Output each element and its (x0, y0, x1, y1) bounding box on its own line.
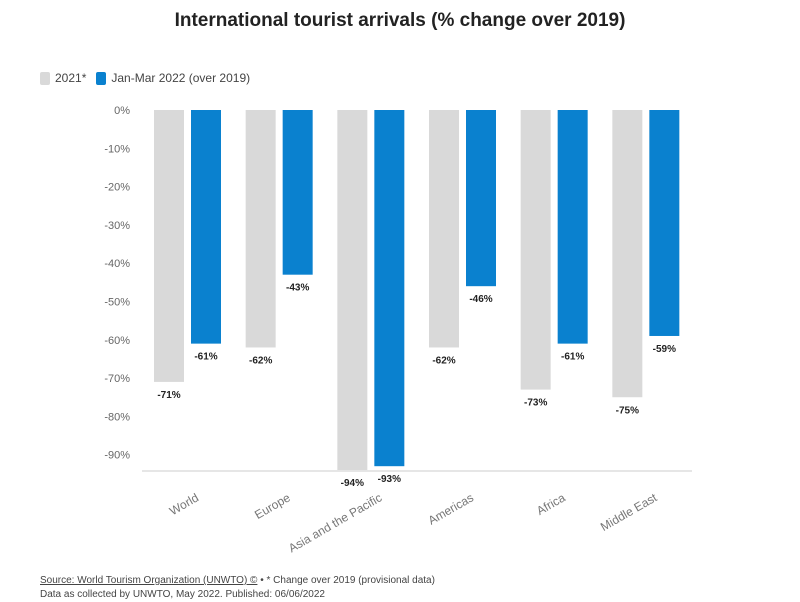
bar (429, 110, 459, 348)
data-label: -71% (157, 390, 180, 401)
bar (520, 110, 551, 390)
bar (649, 110, 680, 336)
x-tick-label: Europe (252, 490, 293, 522)
source-note: • * Change over 2019 (provisional data) (257, 575, 435, 586)
legend-label-2022: Jan-Mar 2022 (over 2019) (111, 71, 251, 85)
bar (374, 110, 405, 467)
y-tick-label: -90% (104, 450, 130, 462)
data-label: -59% (653, 344, 676, 355)
legend-item-2022[interactable]: Jan-Mar 2022 (over 2019) (96, 71, 250, 85)
y-tick-label: -20% (104, 182, 130, 194)
y-tick-label: -70% (104, 373, 130, 385)
footer: Source: World Tourism Organization (UNWT… (40, 574, 435, 602)
legend-swatch-2021 (40, 71, 50, 85)
data-label: -43% (286, 283, 309, 294)
footer-line-1: Source: World Tourism Organization (UNWT… (40, 574, 435, 588)
data-label: -94% (341, 478, 364, 489)
bar (245, 110, 276, 348)
data-label: -73% (524, 398, 547, 409)
y-tick-label: -10% (104, 143, 130, 155)
bar (612, 110, 643, 398)
bar (154, 110, 184, 382)
source-link[interactable]: Source: World Tourism Organization (UNWT… (40, 575, 258, 586)
x-tick-label: Middle East (598, 490, 660, 534)
x-tick-label: Africa (534, 490, 568, 518)
chart-title: International tourist arrivals (% change… (174, 10, 626, 31)
bar (337, 110, 368, 471)
x-tick-label: Asia and the Pacific (286, 490, 384, 555)
bar (466, 110, 496, 287)
y-tick-label: -80% (104, 411, 130, 423)
data-label: -61% (561, 352, 584, 363)
bar (557, 110, 588, 344)
legend: 2021* Jan-Mar 2022 (over 2019) (40, 71, 250, 85)
data-label: -62% (249, 355, 272, 366)
y-tick-label: -30% (104, 220, 130, 232)
data-label: -46% (469, 294, 492, 305)
legend-label-2021: 2021* (55, 71, 87, 85)
legend-item-2021[interactable]: 2021* (40, 71, 86, 85)
data-label: -62% (432, 355, 455, 366)
bar (282, 110, 313, 275)
data-label: -93% (378, 474, 401, 485)
y-tick-label: -50% (104, 297, 130, 309)
bar-chart: 0% -10% -20% -30% -40% -50% -60% -70% -80% -90% -7… (104, 105, 692, 555)
legend-swatch-2022 (96, 71, 107, 85)
data-label: -61% (194, 352, 217, 363)
x-tick-label: Americas (426, 490, 476, 527)
bar (191, 110, 221, 344)
footer-line-2: Data as collected by UNWTO, May 2022. Pu… (40, 589, 325, 600)
data-label: -75% (616, 405, 639, 416)
y-tick-label: -40% (104, 258, 130, 270)
x-tick-label: World (167, 490, 201, 518)
y-tick-label: -60% (104, 335, 130, 347)
y-tick-label: 0% (114, 105, 130, 117)
